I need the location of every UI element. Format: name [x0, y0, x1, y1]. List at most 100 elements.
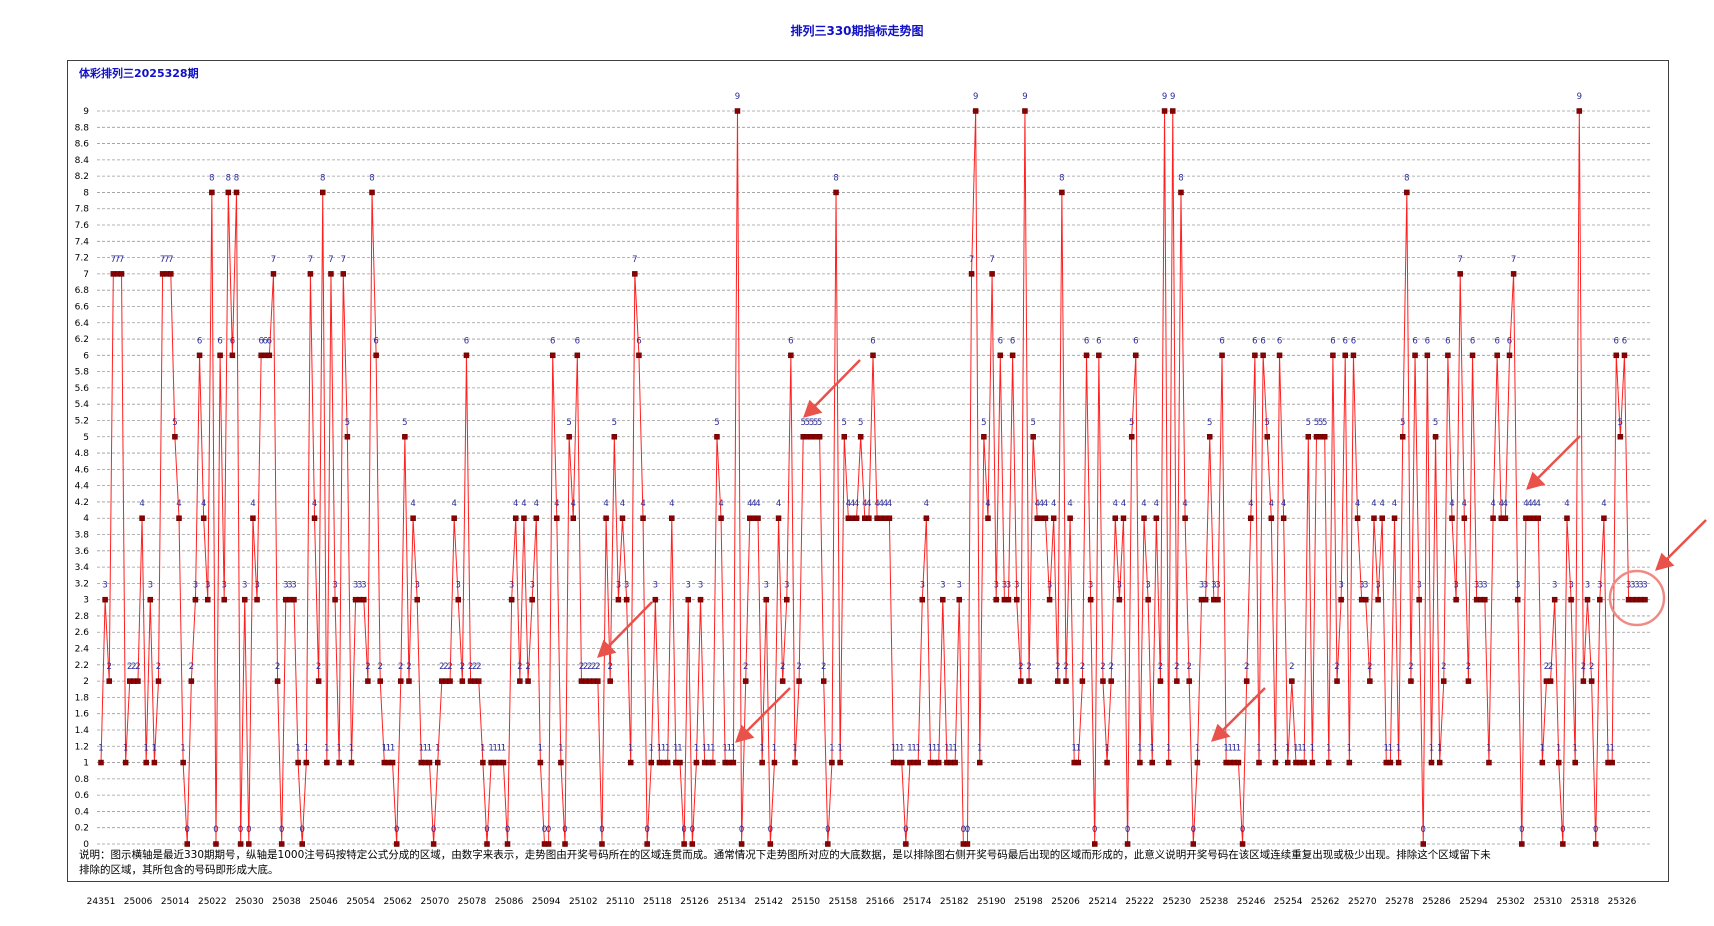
data-label: 1 — [1605, 744, 1610, 754]
data-label: 1 — [911, 744, 916, 754]
data-point — [853, 515, 860, 521]
data-label: 3 — [940, 581, 945, 591]
data-point — [681, 841, 687, 847]
data-label: 0 — [690, 825, 695, 835]
data-label: 7 — [115, 255, 120, 265]
data-point — [537, 759, 544, 766]
y-tick-label: 4.4 — [75, 482, 90, 492]
data-point — [1363, 596, 1369, 603]
x-tick-label: 25302 — [1496, 897, 1525, 907]
data-point — [574, 352, 581, 359]
data-label: 2 — [378, 662, 383, 672]
data-label: 6 — [1351, 336, 1356, 346]
data-point — [225, 189, 232, 196]
data-point — [1075, 759, 1082, 766]
data-point — [266, 352, 273, 359]
data-point — [1556, 759, 1562, 766]
data-label: 2 — [1334, 662, 1339, 672]
data-point — [558, 759, 564, 766]
data-label: 1 — [1540, 744, 1545, 754]
data-point — [1334, 678, 1340, 684]
data-label: 1 — [1223, 744, 1228, 754]
data-point — [500, 759, 507, 766]
data-label: 3 — [1552, 581, 1557, 591]
data-point — [820, 678, 827, 684]
y-tick-label: 2 — [83, 677, 89, 687]
data-label: 4 — [250, 499, 255, 509]
y-tick-label: 0.2 — [75, 824, 89, 834]
data-point — [1161, 108, 1168, 114]
data-label: 4 — [1531, 499, 1536, 509]
data-label: 3 — [1375, 581, 1380, 591]
data-label: 1 — [665, 744, 670, 754]
data-point — [1215, 596, 1221, 603]
data-label: 2 — [316, 662, 321, 672]
data-label: 4 — [1371, 499, 1376, 509]
data-label: 5 — [858, 418, 863, 428]
data-point — [410, 515, 416, 521]
data-label: 1 — [1104, 744, 1109, 754]
data-point — [1547, 678, 1554, 684]
data-point — [985, 515, 991, 521]
x-tick-label: 25054 — [346, 897, 375, 907]
data-point — [1284, 759, 1291, 766]
data-label: 1 — [944, 744, 949, 754]
data-label: 3 — [1453, 581, 1458, 591]
data-label: 8 — [1059, 173, 1064, 183]
y-axis: 0 0.2 0.4 0.6 0.8 1 1.2 1.4 1.6 1.8 2 2.2 2.4 2.6 2.8 3… — [75, 107, 90, 850]
data-point — [1338, 596, 1344, 603]
data-label: 4 — [1248, 499, 1253, 509]
data-label: 4 — [1503, 499, 1508, 509]
data-label: 2 — [275, 662, 280, 672]
data-point — [233, 189, 240, 196]
data-point — [796, 678, 802, 684]
data-label: 8 — [320, 173, 325, 183]
annotation-arrow — [803, 359, 861, 418]
data-point — [1539, 759, 1546, 766]
data-label: 1 — [948, 744, 953, 754]
data-label: 0 — [1560, 825, 1565, 835]
data-point — [315, 678, 322, 684]
data-label: 2 — [595, 662, 600, 672]
x-tick-label: 25214 — [1088, 897, 1117, 907]
data-label: 3 — [1597, 581, 1602, 591]
data-label: 6 — [258, 336, 263, 346]
data-markers — [98, 108, 1648, 847]
data-point — [964, 841, 971, 847]
data-label: 3 — [957, 581, 962, 591]
data-label: 2 — [1289, 662, 1294, 672]
data-label: 3 — [1626, 581, 1631, 591]
data-point — [389, 759, 396, 766]
data-label: 1 — [497, 744, 502, 754]
data-point — [1465, 678, 1472, 684]
data-point — [1597, 596, 1603, 603]
data-point — [857, 434, 864, 440]
data-label: 1 — [435, 744, 440, 754]
data-label: 6 — [1252, 336, 1257, 346]
data-point — [1375, 596, 1381, 603]
data-label: 7 — [119, 255, 124, 265]
y-tick-label: 5.2 — [75, 416, 89, 426]
data-label: 4 — [751, 499, 756, 509]
data-point — [763, 596, 769, 603]
y-tick-label: 6.2 — [75, 335, 89, 345]
data-point — [476, 678, 482, 684]
data-point — [1609, 759, 1615, 766]
data-label: 3 — [1006, 581, 1011, 591]
data-point — [426, 759, 433, 766]
data-point — [1482, 596, 1488, 603]
data-point — [533, 515, 540, 521]
data-label: 0 — [1240, 825, 1245, 835]
y-tick-label: 4 — [83, 514, 89, 524]
data-label: 3 — [1634, 581, 1639, 591]
data-point — [1326, 759, 1332, 766]
data-point — [1170, 108, 1176, 114]
data-point — [968, 271, 975, 277]
data-point — [1133, 352, 1139, 359]
data-label: 1 — [1297, 744, 1302, 754]
data-point — [1276, 352, 1283, 359]
data-point — [977, 759, 983, 766]
data-point — [1030, 434, 1036, 440]
data-label: 1 — [759, 744, 764, 754]
data-label: 1 — [390, 744, 395, 754]
